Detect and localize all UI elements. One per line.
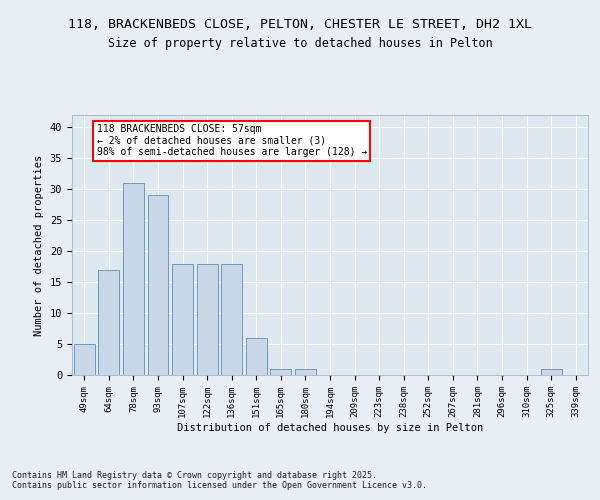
Bar	[123, 183, 144, 375]
Bar	[271, 369, 292, 375]
Bar	[541, 369, 562, 375]
Bar	[98, 270, 119, 375]
Text: 118, BRACKENBEDS CLOSE, PELTON, CHESTER LE STREET, DH2 1XL: 118, BRACKENBEDS CLOSE, PELTON, CHESTER …	[68, 18, 532, 30]
Bar	[221, 264, 242, 375]
X-axis label: Distribution of detached houses by size in Pelton: Distribution of detached houses by size …	[177, 422, 483, 432]
Text: Size of property relative to detached houses in Pelton: Size of property relative to detached ho…	[107, 38, 493, 51]
Y-axis label: Number of detached properties: Number of detached properties	[34, 154, 44, 336]
Bar	[148, 196, 169, 375]
Bar	[246, 338, 267, 375]
Text: Contains HM Land Registry data © Crown copyright and database right 2025.
Contai: Contains HM Land Registry data © Crown c…	[12, 470, 427, 490]
Bar	[172, 264, 193, 375]
Bar	[197, 264, 218, 375]
Bar	[74, 344, 95, 375]
Bar	[295, 369, 316, 375]
Text: 118 BRACKENBEDS CLOSE: 57sqm
← 2% of detached houses are smaller (3)
98% of semi: 118 BRACKENBEDS CLOSE: 57sqm ← 2% of det…	[97, 124, 367, 158]
